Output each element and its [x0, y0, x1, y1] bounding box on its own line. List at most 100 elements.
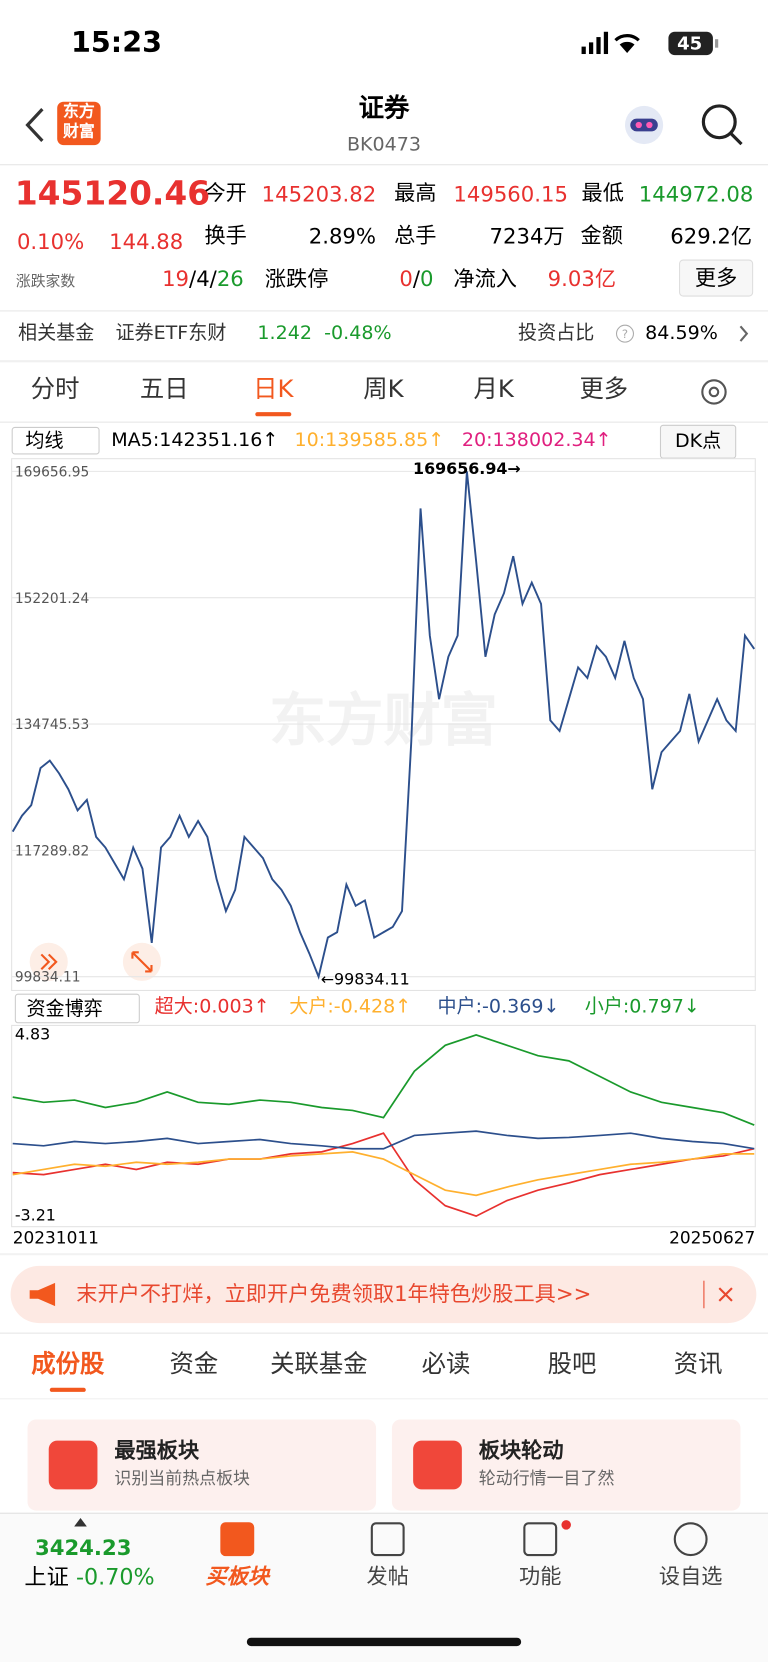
netflow-value: 9.03亿 — [547, 265, 617, 292]
feature-card[interactable]: 板块轮动 轮动行情一目了然 — [391, 1419, 741, 1511]
legend-entry: 中户:-0.369↓ — [437, 995, 560, 1018]
index-value: 3424.23 — [34, 1534, 132, 1561]
change: 144.88 — [109, 228, 184, 255]
tab-underline — [255, 412, 292, 417]
close-banner[interactable] — [716, 1285, 735, 1304]
status-time: 15:23 — [70, 26, 163, 60]
ma5: MA5:142351.16↑ — [111, 429, 279, 452]
separator: / — [209, 265, 217, 292]
legend-entry: 超大:0.003↑ — [154, 995, 270, 1018]
y-tick-label: 117289.82 — [15, 843, 89, 859]
breadth-counts: 19/4/26 — [162, 268, 244, 289]
flow-line — [12, 1130, 755, 1150]
section-tab[interactable]: 资讯 — [673, 1350, 723, 1379]
period-tab[interactable]: 日K — [253, 376, 294, 404]
y-tick-label: 4.83 — [15, 1024, 50, 1043]
index-label: 上证 -0.70% — [24, 1564, 155, 1591]
end-date: 20250627 — [669, 1227, 755, 1247]
period-tab[interactable]: 五日 — [139, 376, 189, 404]
field-value: 144972.08 — [638, 181, 754, 207]
legend-entry: 大户:-0.428↑ — [289, 995, 412, 1018]
watermark: 东方财富 — [269, 688, 498, 754]
app-logo[interactable]: 东方 财富 — [57, 101, 101, 146]
ma-selector[interactable]: 均线 — [11, 426, 100, 455]
y-tick-label: 134745.53 — [15, 717, 89, 733]
section-tab[interactable]: 资金 — [169, 1350, 219, 1379]
divider — [0, 421, 768, 423]
down-count: 26 — [216, 265, 244, 292]
divider — [0, 310, 768, 312]
section-tab[interactable]: 成份股 — [31, 1350, 105, 1379]
nav-icon[interactable] — [673, 1522, 708, 1557]
fund-price: 1.242 — [257, 322, 312, 345]
separator: / — [412, 265, 420, 292]
field-label: 换手 — [204, 222, 247, 248]
nav-icon[interactable] — [220, 1522, 255, 1557]
search-button[interactable] — [699, 102, 743, 146]
last-price: 145120.46 — [14, 174, 211, 213]
period-tab[interactable]: 周K — [363, 376, 404, 404]
nav-icon[interactable] — [523, 1522, 558, 1557]
ratio-label: 投资占比 — [518, 322, 595, 345]
divider — [0, 1253, 768, 1256]
low-label: ←99834.11 — [321, 969, 410, 988]
card-title: 板块轮动 — [478, 1437, 564, 1463]
change-pct: 0.10% — [16, 228, 85, 255]
divider — [0, 360, 768, 363]
field-label: 总手 — [394, 222, 437, 248]
feature-card[interactable]: 最强板块 识别当前热点板块 — [27, 1419, 377, 1511]
field-value: 7234万 — [489, 223, 565, 249]
assistant-avatar[interactable] — [622, 103, 666, 147]
field-label: 最高 — [394, 180, 437, 206]
netflow-label: 净流入 — [453, 265, 517, 292]
nav-label[interactable]: 设自选 — [658, 1563, 723, 1589]
charts: 东方财富 20231011 20250627 169656.95 152201.2… — [11, 458, 756, 1247]
tab-underline — [49, 1387, 86, 1392]
period-tab[interactable]: 分时 — [30, 376, 80, 404]
limit-label: 涨跌停 — [264, 265, 329, 292]
dk-button[interactable]: DK点 — [659, 424, 737, 459]
svg-text:?: ? — [622, 327, 628, 341]
up-count: 19 — [162, 265, 190, 292]
battery-level: 45 — [677, 33, 702, 54]
section-tab[interactable]: 股吧 — [547, 1350, 597, 1379]
flow-line — [12, 1034, 755, 1126]
legend-entry: 小户:0.797↓ — [584, 995, 700, 1018]
nav-label[interactable]: 发帖 — [366, 1563, 409, 1589]
nav-label[interactable]: 买板块 — [205, 1563, 270, 1589]
card-icon — [48, 1440, 98, 1490]
banner-text: 末开户不打烊，立即开户免费领取1年特色炒股工具>> — [76, 1280, 592, 1307]
help-icon[interactable]: ? — [614, 323, 635, 344]
period-tab[interactable]: 月K — [473, 376, 514, 404]
section-tab[interactable]: 关联基金 — [270, 1350, 368, 1379]
section-tab[interactable]: 必读 — [421, 1350, 471, 1379]
limit-down: 0 — [419, 265, 434, 292]
fund-change: -0.48% — [324, 322, 392, 345]
y-tick-label: 169656.95 — [15, 464, 89, 480]
flow-line — [12, 1151, 755, 1197]
period-tab[interactable]: 更多 — [579, 376, 629, 404]
field-label: 最低 — [581, 180, 624, 206]
promo-banner[interactable]: 末开户不打烊，立即开户免费领取1年特色炒股工具>> — [10, 1265, 757, 1324]
nav-label[interactable]: 功能 — [519, 1563, 562, 1589]
flow-selector[interactable]: 资金博弈 — [14, 993, 140, 1024]
field-label: 今开 — [204, 180, 247, 206]
limit-counts: 0/0 — [399, 268, 433, 289]
logo-line: 财富 — [63, 121, 95, 141]
field-value: 149560.15 — [453, 181, 568, 207]
card-subtitle: 识别当前热点板块 — [114, 1468, 251, 1489]
status-icons: 45 — [581, 31, 719, 56]
index-change: -0.70% — [75, 1564, 155, 1591]
more-button[interactable]: 更多 — [679, 259, 754, 297]
back-button[interactable] — [21, 106, 53, 144]
nav-icon[interactable] — [370, 1522, 405, 1557]
logo-line: 东方 — [63, 101, 95, 121]
limit-up: 0 — [399, 265, 413, 292]
index-name: 上证 — [24, 1564, 69, 1591]
divider — [0, 1332, 768, 1334]
settings-button[interactable] — [698, 376, 730, 408]
fund-name[interactable]: 证券ETF东财 — [115, 322, 227, 345]
ma10: 10:139585.85↑ — [294, 429, 445, 452]
